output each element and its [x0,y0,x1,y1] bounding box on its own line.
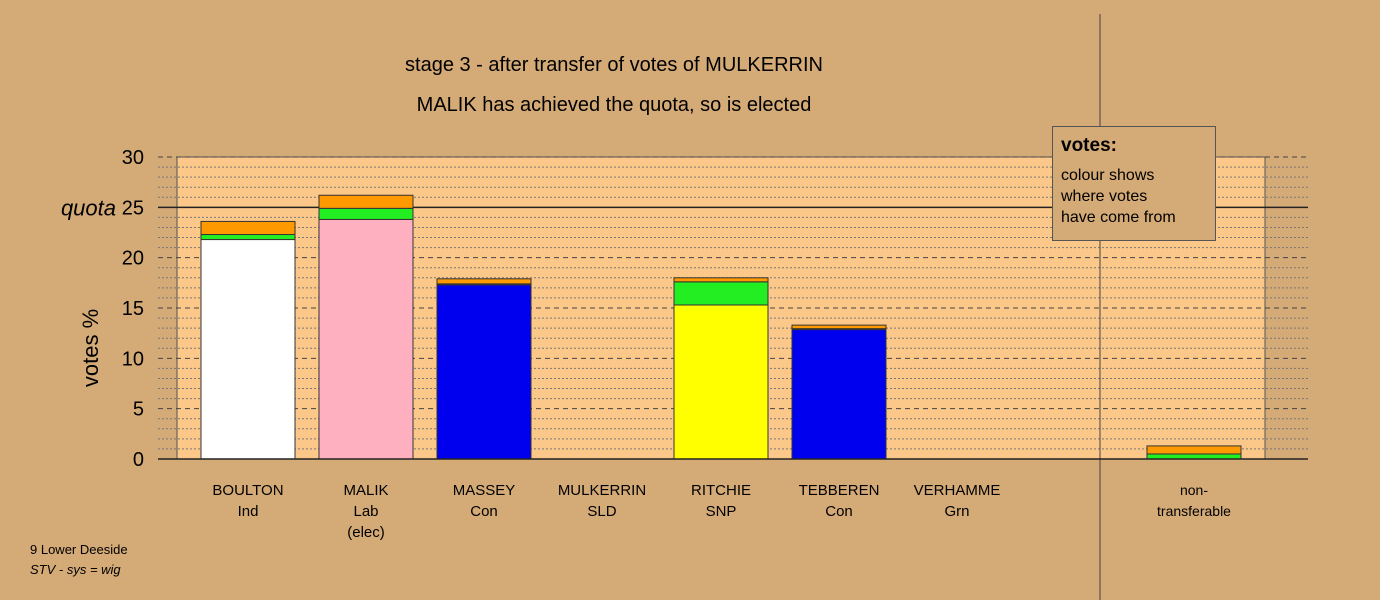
y-tick-label: 0 [133,449,144,471]
legend: votes: colour shows where votes have com… [1052,126,1216,241]
bar-segment-malik-1 [318,207,414,220]
bar-segment-ritchie-2 [673,277,769,283]
bar-segment-boulton-2 [200,220,296,236]
category-label: TEBBEREN [799,482,880,499]
y-tick-label: 25 [122,197,144,219]
bar-segment-ritchie-1 [673,281,769,306]
category-label: (elec) [347,524,385,541]
y-axis-label: votes % [78,309,103,387]
category-label: transferable [1157,503,1231,519]
category-label: Ind [238,503,259,520]
footer-system: STV - sys = wig [30,562,121,577]
category-label: MULKERRIN [558,482,646,499]
bar-segment-malik-0 [318,218,414,460]
bar-segment-malik-2 [318,194,414,209]
bar-segment-non-0 [1146,453,1242,460]
footer-ward: 9 Lower Deeside [30,542,128,557]
category-label: MASSEY [453,482,516,499]
y-tick-label: 5 [133,399,144,421]
y-tick-label: 10 [122,348,144,370]
bar-segment-tebberen-2 [791,324,887,330]
category-label: Con [470,503,498,520]
y-tick-label: 30 [122,147,144,169]
chart-subtitle: MALIK has achieved the quota, so is elec… [416,94,812,116]
quota-label: quota [61,195,116,220]
category-label: SNP [706,503,737,520]
bar-segment-boulton-1 [200,234,296,241]
category-label: VERHAMME [914,482,1001,499]
category-label: Lab [353,503,378,520]
category-label: Grn [944,503,969,520]
category-label: MALIK [343,482,388,499]
bar-segment-tebberen-0 [791,328,887,460]
bar-segment-ritchie-0 [673,304,769,460]
category-label: non- [1180,482,1208,498]
legend-text: colour shows where votes have come from [1061,167,1176,226]
y-tick-label: 20 [122,248,144,270]
y-tick-label: 15 [122,298,144,320]
bar-segment-massey-2 [436,278,532,285]
category-label: RITCHIE [691,482,751,499]
bar-segment-boulton-0 [200,239,296,460]
bar-segment-non-1 [1146,445,1242,455]
category-label: Con [825,503,853,520]
category-label: BOULTON [212,482,283,499]
category-label: SLD [587,503,616,520]
bar-segment-massey-0 [436,284,532,460]
chart-title: stage 3 - after transfer of votes of MUL… [405,54,823,76]
legend-heading: votes: [1061,135,1117,156]
